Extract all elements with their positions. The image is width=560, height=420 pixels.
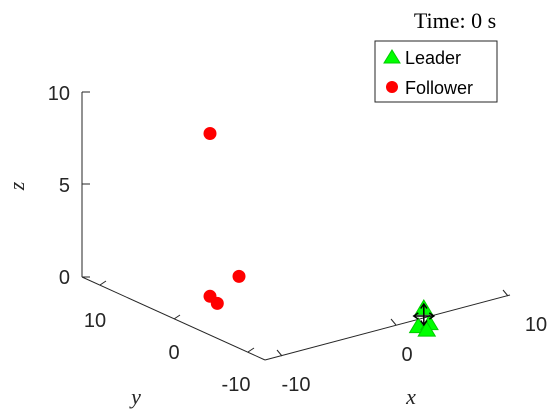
y-tick-10 <box>99 280 107 286</box>
z-tick-labels: 10 5 0 <box>48 83 70 289</box>
y-axis-line <box>81 276 266 361</box>
follower-point-3 <box>232 269 246 283</box>
arrow-left-icon <box>412 312 424 320</box>
x-tick-label-neg10: -10 <box>282 374 311 396</box>
x-tick-0 <box>390 318 397 326</box>
z-tick-label-5: 5 <box>59 175 70 197</box>
arrow-up-icon <box>420 302 428 316</box>
leader-point-3 <box>417 320 437 337</box>
legend-label-follower: Follower <box>405 78 473 98</box>
axes <box>81 91 511 361</box>
legend-label-leader: Leader <box>405 48 461 68</box>
follower-point-2 <box>210 296 224 310</box>
chart-title: Time: 0 s <box>414 8 496 33</box>
z-tick-label-10: 10 <box>48 83 70 105</box>
follower-point-0 <box>203 127 217 140</box>
y-tick-0 <box>173 314 181 320</box>
arrow-right-icon <box>423 312 436 320</box>
x-tick-label-0: 0 <box>401 344 412 366</box>
y-tick-labels: 10 0 -10 <box>84 310 251 396</box>
legend-triangle-icon <box>383 49 401 64</box>
y-axis-label: y <box>129 384 141 409</box>
x-tick-labels: -10 0 10 <box>282 314 548 396</box>
z-axis-label: z <box>4 181 29 191</box>
x-tick-label-10: 10 <box>525 314 547 336</box>
x-tick-10 <box>502 289 509 297</box>
y-tick-neg10 <box>247 347 255 353</box>
z-tick-label-0: 0 <box>59 267 70 289</box>
data-marks <box>203 127 439 337</box>
x-axis-line <box>264 294 511 361</box>
legend-circle-icon <box>386 81 398 93</box>
x-tick-neg10 <box>276 349 283 357</box>
y-tick-label-10: 10 <box>84 310 106 332</box>
y-tick-label-neg10: -10 <box>222 374 251 396</box>
arrow-down-icon <box>420 316 428 327</box>
x-axis-label: x <box>405 384 416 409</box>
y-tick-label-0: 0 <box>168 342 179 364</box>
legend: Leader Follower <box>374 40 498 103</box>
